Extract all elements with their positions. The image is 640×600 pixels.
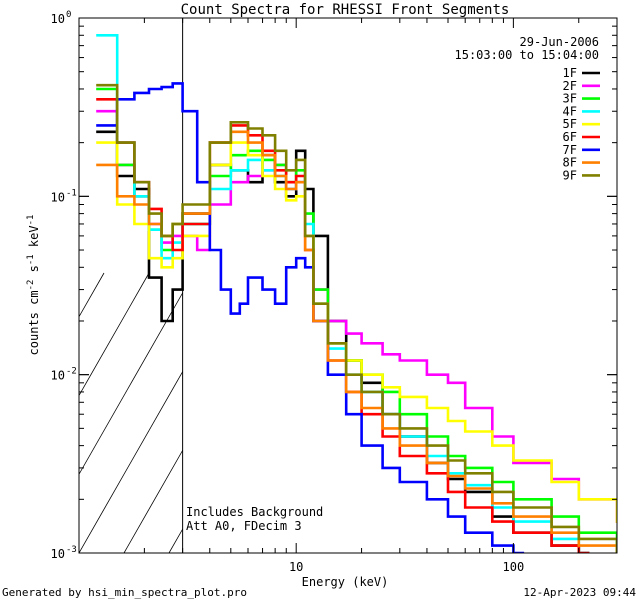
hatch-line [79,292,183,476]
legend-label-4f: 4F [563,104,577,118]
time-range-label: 15:03:00 to 15:04:00 [455,48,600,62]
legend-label-2f: 2F [563,79,577,93]
hatch-line [79,370,183,553]
series-line-7f [96,82,525,553]
y-tick-exponent: -3 [66,545,77,555]
y-tick-label: 10 [51,12,65,26]
x-axis-label: Energy (keV) [302,575,389,589]
footer-generated-by: Generated by hsi_min_spectra_plot.pro [2,586,247,599]
y-tick-label: 10 [51,190,65,204]
chart-title: Count Spectra for RHESSI Front Segments [181,2,510,18]
annotation-attenuator: Att A0, FDecim 3 [186,519,302,533]
y-tick-label: 10 [51,369,65,383]
legend-label-6f: 6F [563,130,577,144]
date-label: 29-Jun-2006 [520,35,599,49]
y-tick-exponent: 0 [66,10,71,20]
legend-label-5f: 5F [563,117,577,131]
axis-ticks [78,17,618,554]
series-layer [96,34,617,553]
legend-label-1f: 1F [563,66,577,80]
legend-label-7f: 7F [563,143,577,157]
series-line-9f [96,83,617,553]
x-tick-label: 10 [289,560,303,574]
plot-frame [78,17,618,554]
y-axis-label: counts cm-2 s-1 keV-1 [26,215,41,356]
y-tick-exponent: -1 [66,188,77,198]
x-tick-label: 100 [503,560,525,574]
hatched-region [79,272,183,553]
annotation-background: Includes Background [186,505,323,519]
footer-timestamp: 12-Apr-2023 09:44 [523,586,636,599]
legend-label-8f: 8F [563,156,577,170]
y-tick-label: 10 [51,547,65,561]
y-tick-exponent: -2 [66,367,77,377]
x-tick-labels: 10 100 [289,560,524,574]
legend-label-3f: 3F [563,92,577,106]
hatch-line [123,449,183,553]
legend-label-9f: 9F [563,168,577,182]
hatch-line [79,272,150,397]
